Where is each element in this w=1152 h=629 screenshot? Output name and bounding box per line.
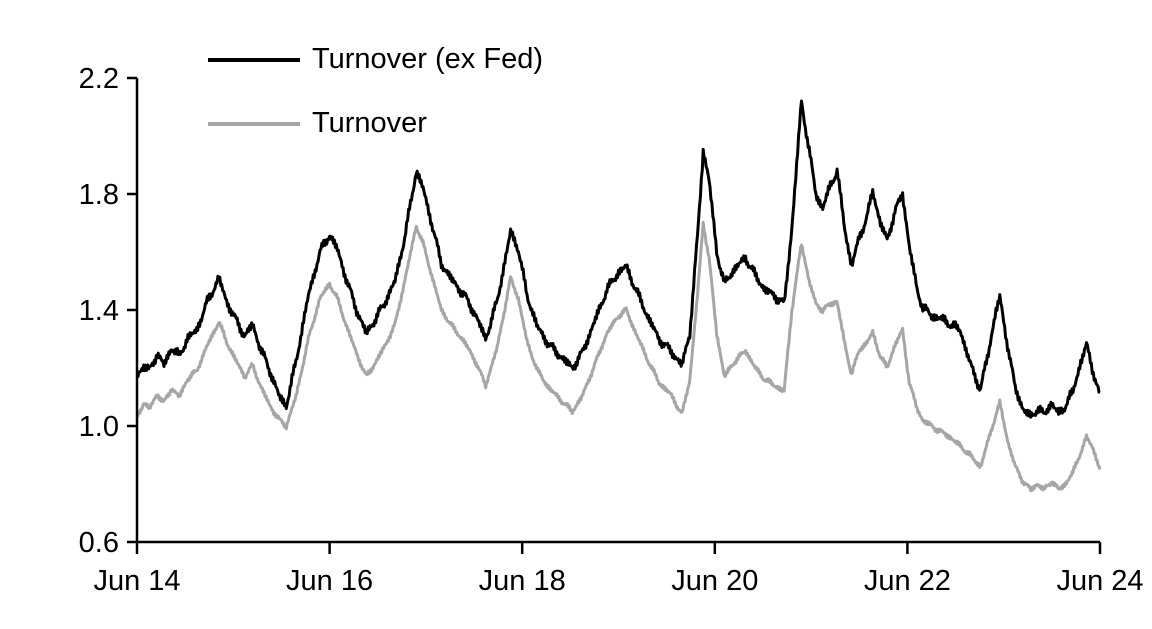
series-group — [135, 99, 1102, 493]
x-axis — [135, 540, 1102, 554]
x-tick-label: Jun 14 — [93, 565, 180, 597]
legend-item-turnover: Turnover — [208, 107, 427, 140]
legend-line-turnover — [208, 121, 300, 126]
x-tick-label: Jun 18 — [479, 565, 566, 597]
y-tick-label: 1.0 — [79, 411, 119, 443]
x-tick-label: Jun 24 — [1056, 565, 1143, 597]
legend-line-turnover-ex-fed — [208, 57, 300, 62]
y-axis — [127, 76, 139, 544]
y-axis-labels: 0.6 1.0 1.4 1.8 2.2 — [79, 63, 119, 559]
legend-label-turnover: Turnover — [312, 107, 427, 139]
turnover-line-chart: 0.6 1.0 1.4 1.8 2.2 Jun 14 Jun 16 Jun 18 Jun 20 J… — [40, 16, 1152, 613]
y-tick-label: 1.4 — [79, 295, 119, 327]
legend-item-turnover-ex-fed: Turnover (ex Fed) — [208, 43, 543, 76]
series-line-turnover-ex-fed — [136, 99, 1101, 419]
x-tick-label: Jun 20 — [671, 565, 758, 597]
y-tick-label: 2.2 — [79, 63, 119, 95]
x-axis-labels: Jun 14 Jun 16 Jun 18 Jun 20 Jun 22 Jun 24 — [93, 565, 1143, 597]
legend-label-turnover-ex-fed: Turnover (ex Fed) — [312, 43, 543, 75]
x-tick-label: Jun 22 — [864, 565, 951, 597]
y-tick-label: 0.6 — [79, 527, 119, 559]
series-line-turnover — [135, 220, 1102, 493]
y-tick-label: 1.8 — [79, 179, 119, 211]
x-tick-label: Jun 16 — [286, 565, 373, 597]
